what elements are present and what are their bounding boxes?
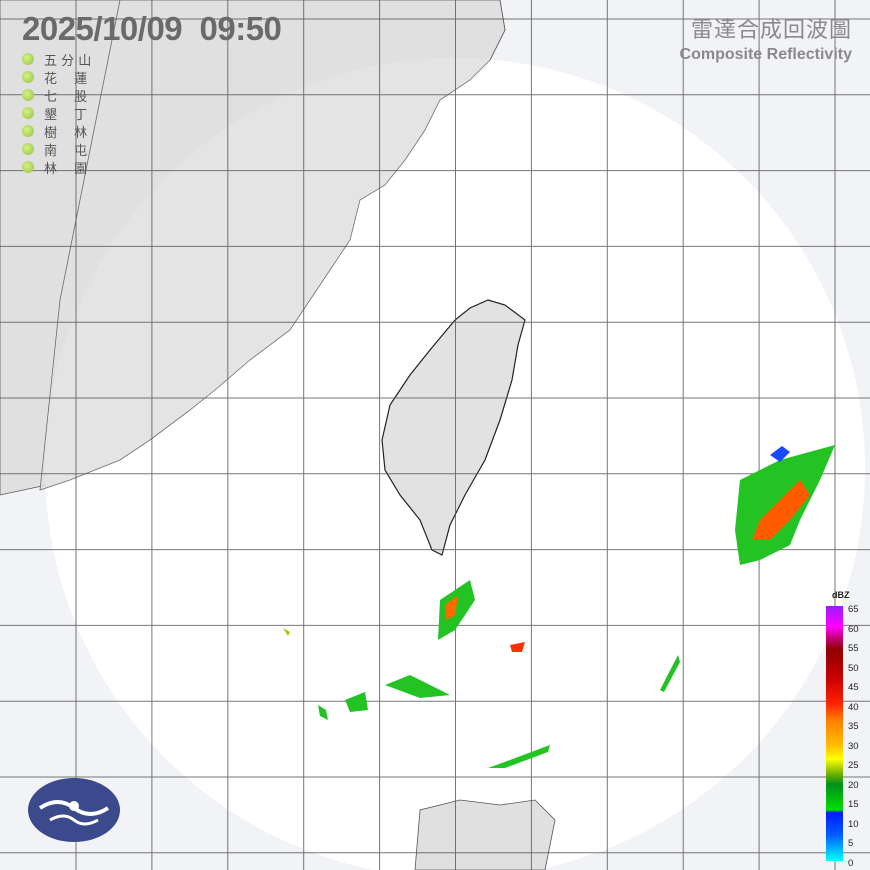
echo-east-core: [752, 480, 810, 540]
scale-tick-label: 25: [848, 760, 859, 771]
echo-small-2: [318, 705, 328, 720]
scale-tick-label: 10: [848, 818, 859, 830]
scale-tick-label: 55: [848, 643, 859, 654]
title-english: Composite Reflectivity: [679, 46, 852, 63]
echo-south-1-core: [445, 595, 458, 620]
color-bar: [826, 606, 843, 861]
logo: [28, 778, 120, 842]
station-dot-icon: [22, 107, 34, 119]
dbz-color-scale: dBZ 65 60 55 50 45 40 35 30 25 20 15 10 5 0: [826, 590, 868, 869]
scale-tick-label: 5: [848, 838, 854, 849]
mainland-china-inner: [39, 0, 506, 491]
title-chinese: 雷達合成回波圖: [690, 18, 852, 43]
timestamp: 2025/10/09 09:50: [22, 10, 282, 47]
station-label: 七 股: [44, 89, 88, 105]
station-dot-icon: [22, 89, 34, 101]
station-label: 林 園: [44, 161, 88, 177]
scale-tick-label: 0: [848, 857, 854, 869]
station-label: 五 分 山: [44, 53, 92, 69]
station-dot-icon: [22, 53, 34, 65]
scale-unit: dBZ: [832, 590, 850, 600]
scale-tick-label: 15: [848, 799, 859, 810]
echo-small-1: [283, 628, 290, 636]
radar-station-list: 五 分 山花 蓮七 股墾 丁樹 林南 屯林 園: [22, 50, 92, 177]
scale-tick-label: 60: [848, 623, 859, 635]
radar-echoes: [283, 445, 835, 768]
radar-station: 林 園: [22, 158, 91, 177]
echo-east-blue: [770, 446, 790, 462]
station-dot-icon: [22, 161, 34, 173]
radar-station: 樹 林: [22, 122, 91, 141]
radar-station: 五 分 山: [22, 50, 92, 69]
scale-tick-label: 20: [848, 779, 859, 791]
echo-south-1: [438, 580, 475, 640]
scale-tick-label: 40: [848, 701, 859, 713]
scale-tick-label: 65: [848, 604, 859, 615]
echo-south-3: [345, 692, 368, 712]
map-title: 雷達合成回波圖 Composite Reflectivity: [680, 12, 852, 64]
station-label: 墾 丁: [44, 107, 88, 123]
radar-station: 花 蓮: [22, 68, 91, 87]
station-label: 樹 林: [44, 125, 88, 141]
station-dot-icon: [22, 125, 34, 137]
radar-station: 七 股: [22, 86, 91, 105]
scale-tick-label: 50: [848, 662, 859, 674]
radar-station: 墾 丁: [22, 104, 91, 123]
echo-south-2: [385, 675, 450, 698]
scale-tick-label: 45: [848, 682, 859, 693]
scale-tick-label: 30: [848, 740, 859, 752]
scale-tick-label: 35: [848, 721, 859, 732]
station-label: 花 蓮: [44, 71, 88, 87]
radar-station: 南 屯: [22, 140, 91, 159]
luzon-north: [414, 799, 556, 870]
station-label: 南 屯: [44, 143, 88, 159]
station-dot-icon: [22, 143, 34, 155]
station-dot-icon: [22, 71, 34, 83]
echo-south-6: [510, 642, 525, 652]
echo-south-5: [660, 655, 680, 692]
